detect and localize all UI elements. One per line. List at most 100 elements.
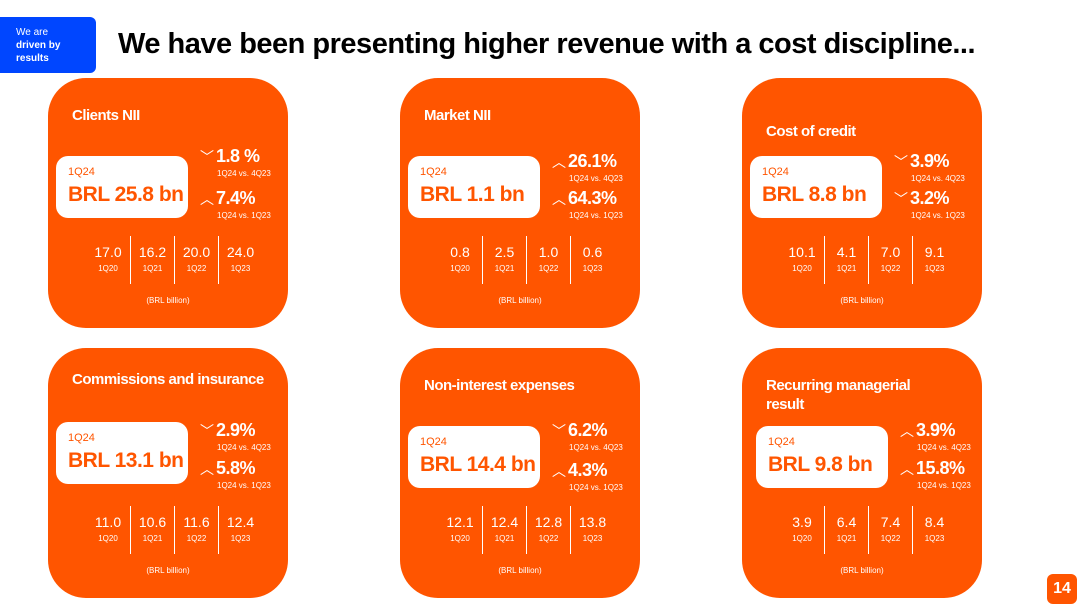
history-period: 1Q23 — [582, 264, 603, 273]
change-label: 1Q24 vs. 4Q23 — [569, 174, 623, 183]
history-item: 7.0 1Q22 — [868, 236, 912, 284]
unit-note: (BRL billion) — [840, 296, 884, 305]
history-item: 12.8 1Q22 — [526, 506, 570, 554]
badge-line-2: driven by — [16, 40, 61, 51]
history-value: 8.4 — [924, 514, 945, 530]
history-period: 1Q22 — [186, 534, 207, 543]
change-pct: 6.2% — [568, 420, 608, 440]
current-value: BRL 8.8 bn — [762, 183, 867, 206]
history-value: 17.0 — [94, 244, 122, 260]
history-value: 10.1 — [788, 244, 816, 260]
change-yoy: ︿ 5.8% 1Q24 vs. 1Q23 — [200, 458, 271, 490]
history-item: 11.0 1Q20 — [86, 506, 130, 554]
period-label: 1Q24 — [68, 432, 95, 444]
history-period: 1Q22 — [538, 534, 559, 543]
card-title: Non-interest expenses — [424, 377, 575, 394]
history-value: 1.0 — [538, 244, 559, 260]
history-item: 12.1 1Q20 — [438, 506, 482, 554]
history-period: 1Q23 — [582, 534, 603, 543]
chevron-up-icon: ︿ — [900, 423, 914, 439]
history-period: 1Q22 — [880, 534, 901, 543]
history-row: 12.1 1Q20 12.4 1Q21 12.8 1Q22 13.8 1Q23 — [438, 506, 618, 554]
chevron-down-icon: ﹀ — [552, 423, 566, 439]
history-period: 1Q21 — [494, 264, 515, 273]
change-yoy: ︿ 64.3% 1Q24 vs. 1Q23 — [552, 188, 623, 220]
current-value-box: 1Q24 BRL 25.8 bn — [56, 156, 188, 218]
change-pct: 1.8 % — [216, 146, 260, 166]
history-value: 7.4 — [880, 514, 901, 530]
history-item: 9.1 1Q23 — [912, 236, 956, 284]
history-item: 6.4 1Q21 — [824, 506, 868, 554]
badge-line-1: We are — [16, 27, 49, 38]
history-value: 9.1 — [924, 244, 945, 260]
chevron-up-icon: ︿ — [900, 461, 914, 477]
history-value: 6.4 — [836, 514, 857, 530]
page-number: 14 — [1047, 574, 1077, 604]
change-pct: 3.9% — [916, 420, 956, 440]
history-value: 0.8 — [450, 244, 470, 260]
history-value: 7.0 — [880, 244, 901, 260]
change-qoq: ︿ 3.9% 1Q24 vs. 4Q23 — [900, 420, 971, 452]
change-label: 1Q24 vs. 1Q23 — [217, 211, 271, 220]
history-item: 17.0 1Q20 — [86, 236, 130, 284]
history-item: 24.0 1Q23 — [218, 236, 262, 284]
change-pct: 7.4% — [216, 188, 256, 208]
current-value-box: 1Q24 BRL 13.1 bn — [56, 422, 188, 484]
history-value: 12.8 — [534, 514, 563, 530]
page-title: We have been presenting higher revenue w… — [118, 28, 976, 60]
chevron-down-icon: ﹀ — [200, 149, 214, 165]
history-period: 1Q21 — [494, 534, 515, 543]
change-qoq: ﹀ 3.9% 1Q24 vs. 4Q23 — [894, 151, 965, 183]
chevron-up-icon: ︿ — [552, 463, 566, 479]
unit-note: (BRL billion) — [840, 566, 884, 575]
history-row: 11.0 1Q20 10.6 1Q21 11.6 1Q22 12.4 1Q23 — [86, 506, 266, 554]
period-label: 1Q24 — [762, 166, 789, 178]
history-item: 0.8 1Q20 — [438, 236, 482, 284]
history-period: 1Q23 — [924, 534, 945, 543]
card-non-interest-expenses: Non-interest expenses 1Q24 BRL 14.4 bn ﹀… — [400, 348, 640, 598]
change-pct: 3.2% — [910, 188, 950, 208]
change-qoq: ︿ 26.1% 1Q24 vs. 4Q23 — [552, 151, 623, 183]
history-item: 10.1 1Q20 — [780, 236, 824, 284]
history-item: 2.5 1Q21 — [482, 236, 526, 284]
card-market-nii: Market NII 1Q24 BRL 1.1 bn ︿ 26.1% 1Q24 v… — [400, 78, 640, 328]
history-row: 17.0 1Q20 16.2 1Q21 20.0 1Q22 24.0 1Q23 — [86, 236, 266, 284]
card-commissions-insurance: Commissions and insurance 1Q24 BRL 13.1 … — [48, 348, 288, 598]
history-value: 16.2 — [138, 244, 167, 260]
unit-note: (BRL billion) — [146, 296, 190, 305]
history-item: 7.4 1Q22 — [868, 506, 912, 554]
chevron-up-icon: ︿ — [200, 461, 214, 477]
history-value: 10.6 — [138, 514, 167, 530]
chevron-up-icon: ︿ — [200, 191, 214, 207]
period-label: 1Q24 — [420, 166, 447, 178]
card-clients-nii: Clients NII 1Q24 BRL 25.8 bn ﹀ 1.8 % 1Q24… — [48, 78, 288, 328]
history-item: 10.6 1Q21 — [130, 506, 174, 554]
change-label: 1Q24 vs. 1Q23 — [217, 481, 271, 490]
change-qoq: ﹀ 6.2% 1Q24 vs. 4Q23 — [552, 420, 623, 452]
change-label: 1Q24 vs. 1Q23 — [569, 211, 623, 220]
history-item: 1.0 1Q22 — [526, 236, 570, 284]
change-pct: 2.9% — [216, 420, 256, 440]
change-yoy: ︿ 7.4% 1Q24 vs. 1Q23 — [200, 188, 271, 220]
card-title: Market NII — [424, 107, 491, 124]
brand-badge: We are driven by results — [0, 17, 96, 73]
card-title: Commissions and insurance — [72, 371, 264, 388]
history-item: 4.1 1Q21 — [824, 236, 868, 284]
history-item: 12.4 1Q23 — [218, 506, 262, 554]
history-period: 1Q20 — [450, 264, 470, 273]
card-cost-of-credit: Cost of credit 1Q24 BRL 8.8 bn ﹀ 3.9% 1Q2… — [742, 78, 982, 328]
change-pct: 4.3% — [568, 460, 608, 480]
change-label: 1Q24 vs. 4Q23 — [217, 443, 271, 452]
change-qoq: ﹀ 1.8 % 1Q24 vs. 4Q23 — [200, 146, 271, 178]
history-period: 1Q22 — [538, 264, 559, 273]
period-label: 1Q24 — [68, 166, 95, 178]
badge-line-3: results — [16, 53, 49, 64]
period-label: 1Q24 — [768, 436, 795, 448]
current-value-box: 1Q24 BRL 8.8 bn — [750, 156, 882, 218]
change-pct: 3.9% — [910, 151, 950, 171]
history-period: 1Q22 — [880, 264, 901, 273]
card-title: Recurring managerial result — [766, 377, 911, 413]
current-value-box: 1Q24 BRL 1.1 bn — [408, 156, 540, 218]
change-qoq: ﹀ 2.9% 1Q24 vs. 4Q23 — [200, 420, 271, 452]
current-value-box: 1Q24 BRL 9.8 bn — [756, 426, 888, 488]
